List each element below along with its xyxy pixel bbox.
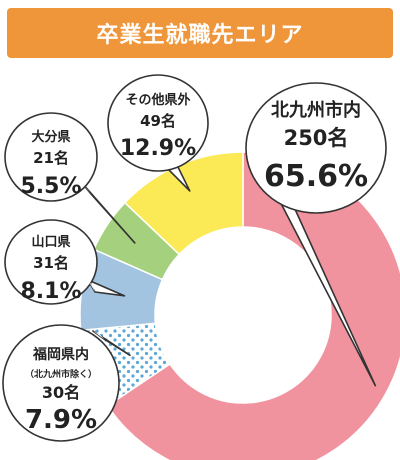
slice-name-label: 大分県 — [31, 129, 70, 145]
callout-bubble — [245, 82, 387, 214]
callout-1: 福岡県内 （北九州市除く） 30名 7.9% — [2, 324, 131, 442]
callout-bubble — [4, 112, 98, 202]
pie-slice-0 — [106, 151, 400, 460]
callouts: 北九州市内 250名 65.6% 福岡県内 （北九州市除く） 30名 7.9% 山口県 31名 8… — [2, 74, 387, 442]
callout-bubble — [4, 219, 98, 305]
slice-count-label: 49名 — [140, 112, 176, 130]
callout-0: 北九州市内 250名 65.6% — [245, 82, 387, 387]
chart-title: 卒業生就職先エリア — [96, 23, 304, 48]
slice-count-label: 21名 — [33, 149, 69, 167]
slice-percent-label: 12.9% — [120, 136, 196, 161]
slice-name-label: 北九州市内 — [271, 99, 361, 121]
callout-bubble — [107, 74, 209, 172]
slice-percent-label: 7.9% — [25, 405, 97, 435]
slice-name-label: その他県外 — [125, 92, 190, 108]
slice-name-label: 福岡県内 — [32, 346, 89, 363]
slice-percent-label: 8.1% — [20, 279, 81, 304]
chart-title-banner: 卒業生就職先エリア — [7, 8, 393, 58]
slice-count-label: 30名 — [42, 383, 80, 402]
callout-2: 山口県 31名 8.1% — [4, 219, 126, 305]
callout-3: 大分県 21名 5.5% — [4, 112, 136, 244]
slice-count-label: 250名 — [284, 126, 349, 150]
slice-count-label: 31名 — [33, 254, 69, 272]
slice-name-label: 山口県 — [31, 234, 70, 250]
pie-slice-4 — [123, 151, 244, 256]
slice-note-label: （北九州市除く） — [25, 368, 97, 380]
callout-4: その他県外 49名 12.9% — [107, 74, 209, 192]
slice-percent-label: 65.6% — [264, 159, 368, 194]
slice-percent-label: 5.5% — [20, 174, 81, 199]
callout-bubble — [2, 324, 120, 442]
